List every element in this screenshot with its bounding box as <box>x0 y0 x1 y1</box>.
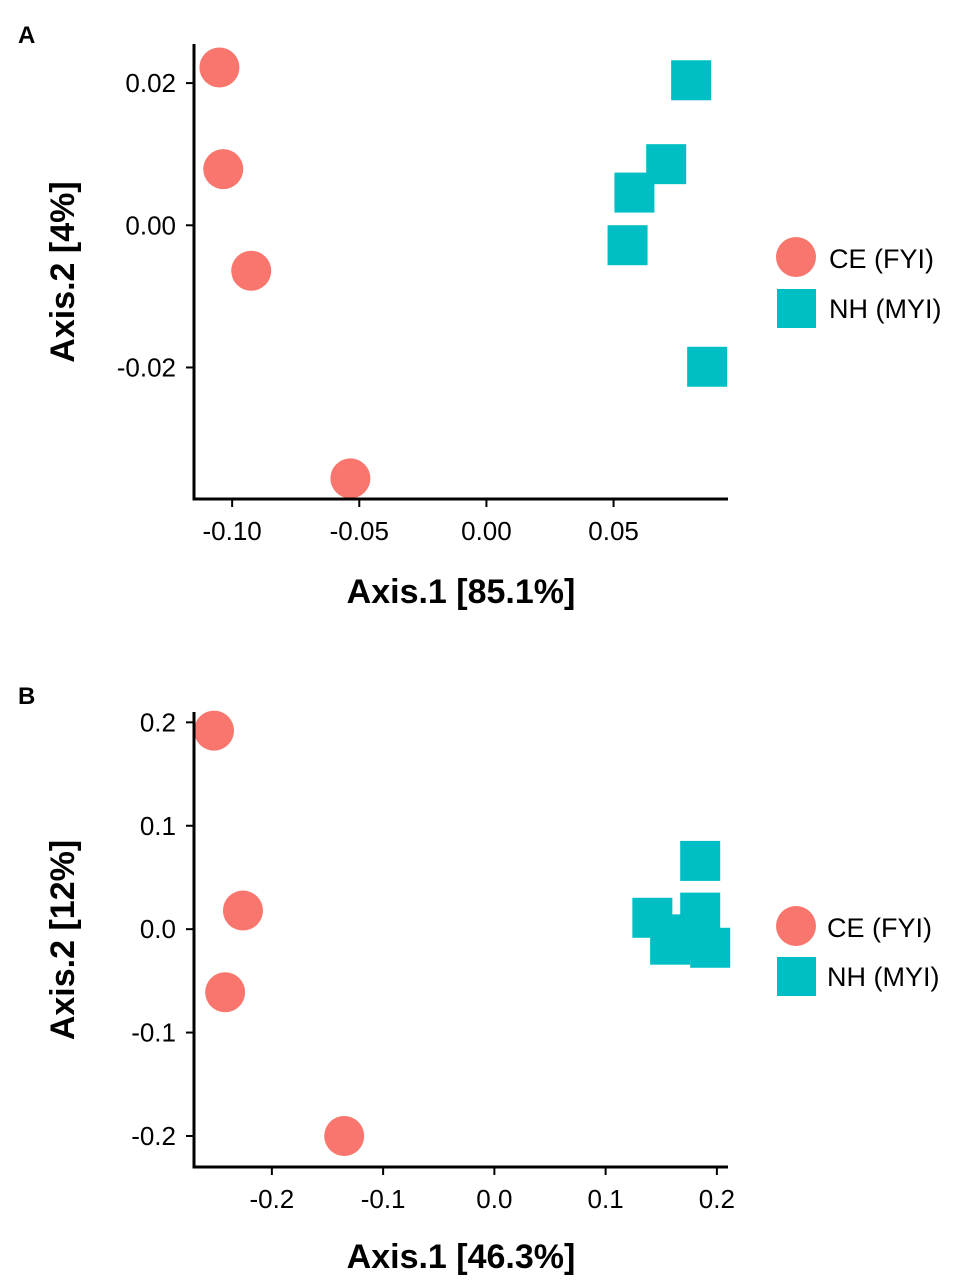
panel-b-point-ce <box>205 972 246 1013</box>
panel-b-y-tick-label: 0.0 <box>140 914 176 944</box>
panel-b-point-ce <box>222 890 263 931</box>
panel-a-point-nh <box>687 346 728 387</box>
panel-a-point-nh <box>614 172 655 213</box>
panel-a: A -0.10 -0.05 0.00 0.05 -0.02 0.00 0.02 Axis.1… <box>18 22 941 611</box>
panel-a-x-tick-label: 0.00 <box>461 516 512 546</box>
panel-b-point-nh <box>672 919 713 960</box>
panel-a-point-ce <box>203 149 244 190</box>
panel-b-x-tick-label: -0.1 <box>361 1184 406 1214</box>
panel-a-point-ce <box>231 250 272 291</box>
panel-b-legend-ce-key <box>776 906 816 946</box>
panel-a-points <box>199 47 728 499</box>
panel-a-legend: CE (FYI) NH (MYI) <box>776 237 941 328</box>
panel-a-x-tick-label: -0.10 <box>203 516 262 546</box>
panel-a-point-ce <box>199 47 240 88</box>
panel-b-x-tick-label: -0.2 <box>249 1184 294 1214</box>
panel-a-legend-ce-label: CE (FYI) <box>829 244 934 274</box>
panel-b-y-tick-label: -0.1 <box>131 1018 176 1048</box>
panel-b-points <box>194 710 731 1156</box>
panel-b-x-tick-label: 0.2 <box>699 1184 735 1214</box>
panel-a-y-tick-label: 0.00 <box>125 210 176 240</box>
panel-b-point-ce <box>324 1115 365 1156</box>
panel-b-y-axis-title: Axis.2 [12%] <box>44 840 82 1040</box>
panel-b-x-tick-label: 0.0 <box>476 1184 512 1214</box>
panel-b-ticks: -0.2 -0.1 0.0 0.1 0.2 -0.2 -0.1 0.0 0.1 0.2 <box>131 707 735 1214</box>
panel-b-legend-ce-label: CE (FYI) <box>827 913 932 943</box>
panel-a-label: A <box>18 22 35 49</box>
panel-b-legend: CE (FYI) NH (MYI) <box>776 906 939 996</box>
panel-b-y-tick-label: 0.1 <box>140 811 176 841</box>
panel-a-legend-nh-label: NH (MYI) <box>829 294 941 324</box>
panel-b-legend-nh-key <box>777 957 816 996</box>
panel-b-point-ce <box>194 710 235 751</box>
panel-a-y-tick-label: 0.02 <box>125 68 176 98</box>
panel-a-ticks: -0.10 -0.05 0.00 0.05 -0.02 0.00 0.02 <box>117 68 639 546</box>
panel-a-x-tick-label: -0.05 <box>330 516 389 546</box>
panel-b-x-tick-label: 0.1 <box>588 1184 624 1214</box>
panel-b-legend-nh-label: NH (MYI) <box>827 962 939 992</box>
panel-a-point-nh <box>671 60 712 101</box>
panel-a-x-tick-label: 0.05 <box>588 516 639 546</box>
panel-a-x-axis-title: Axis.1 [85.1%] <box>347 573 576 611</box>
panel-b-label: B <box>18 683 35 710</box>
panel-b: B -0.2 -0.1 0.0 0.1 0.2 -0.2 -0.1 0.0 0.1 0.2 Axi… <box>18 683 939 1276</box>
panel-a-legend-ce-key <box>776 237 816 277</box>
panel-b-y-tick-label: 0.2 <box>140 707 176 737</box>
panel-a-point-ce <box>330 458 371 499</box>
panel-b-x-axis-title: Axis.1 [46.3%] <box>347 1238 576 1276</box>
panel-a-y-tick-label: -0.02 <box>117 352 176 382</box>
panel-a-point-nh <box>607 225 648 266</box>
panel-b-y-tick-label: -0.2 <box>131 1121 176 1151</box>
panel-a-y-axis-title: Axis.2 [4%] <box>44 181 82 362</box>
panel-b-point-nh <box>680 840 721 881</box>
panel-a-legend-nh-key <box>777 289 816 328</box>
